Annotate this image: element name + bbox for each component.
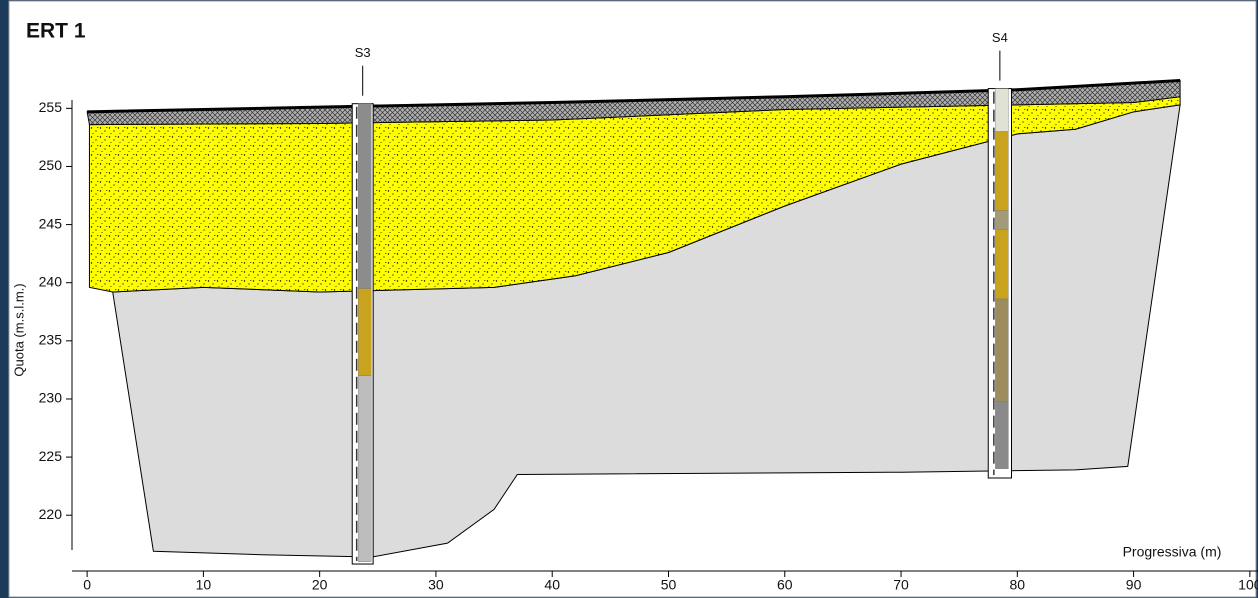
- borehole-segment: [995, 401, 1008, 468]
- x-tick-label: 30: [428, 577, 444, 593]
- borehole-label: S4: [992, 30, 1008, 45]
- x-tick-label: 40: [544, 577, 560, 593]
- chart-title: ERT 1: [26, 20, 86, 43]
- borehole-segment: [358, 376, 371, 562]
- y-tick-label: 250: [39, 157, 63, 173]
- y-tick-label: 240: [39, 273, 63, 289]
- x-tick-label: 10: [196, 577, 212, 593]
- x-tick-label: 20: [312, 577, 328, 593]
- x-tick-label: 80: [1010, 577, 1026, 593]
- borehole-segment: [995, 299, 1008, 401]
- y-tick-label: 245: [39, 215, 63, 231]
- x-tick-label: 70: [893, 577, 909, 593]
- y-tick-label: 235: [39, 332, 63, 348]
- x-tick-label: 90: [1126, 577, 1142, 593]
- x-axis-label: Progressiva (m): [1123, 544, 1222, 560]
- borehole-segment: [358, 289, 371, 376]
- x-tick-label: 100: [1238, 577, 1258, 593]
- x-tick-label: 50: [661, 577, 677, 593]
- y-tick-label: 225: [39, 448, 63, 464]
- borehole-segment: [995, 89, 1008, 132]
- borehole-segment: [358, 104, 371, 289]
- borehole-segment: [995, 132, 1008, 211]
- x-tick-label: 60: [777, 577, 793, 593]
- borehole-segment: [995, 229, 1008, 299]
- page: ERT 1 Quota (m.s.l.m.) Progressiva (m) S…: [0, 0, 1258, 598]
- x-tick-label: 0: [83, 577, 91, 593]
- y-tick-label: 220: [39, 506, 63, 522]
- y-tick-label: 255: [39, 99, 63, 115]
- y-axis-label: Quota (m.s.l.m.): [11, 283, 26, 376]
- y-tick-label: 230: [39, 390, 63, 406]
- borehole-segment: [995, 211, 1008, 230]
- borehole-label: S3: [355, 45, 371, 60]
- chart: ERT 1 Quota (m.s.l.m.) Progressiva (m) S…: [0, 0, 1258, 598]
